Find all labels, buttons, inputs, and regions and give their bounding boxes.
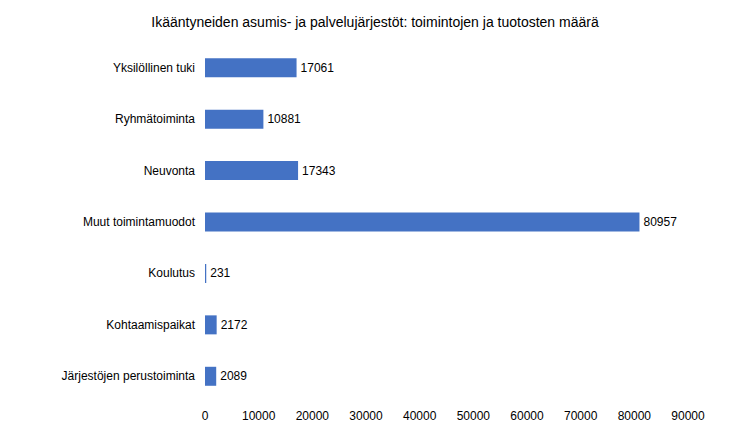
svg-text:10000: 10000 bbox=[242, 409, 276, 423]
svg-text:Muut toimintamuodot: Muut toimintamuodot bbox=[83, 215, 196, 229]
svg-text:Yksilöllinen tuki: Yksilöllinen tuki bbox=[113, 61, 195, 75]
svg-text:2089: 2089 bbox=[220, 369, 247, 383]
svg-text:Järjestöjen perustoiminta: Järjestöjen perustoiminta bbox=[62, 369, 196, 383]
svg-text:Koulutus: Koulutus bbox=[148, 266, 195, 280]
svg-text:Neuvonta: Neuvonta bbox=[144, 164, 196, 178]
svg-text:40000: 40000 bbox=[403, 409, 437, 423]
svg-text:50000: 50000 bbox=[457, 409, 491, 423]
svg-text:17061: 17061 bbox=[301, 61, 335, 75]
svg-text:90000: 90000 bbox=[671, 409, 705, 423]
svg-text:70000: 70000 bbox=[564, 409, 598, 423]
svg-text:17343: 17343 bbox=[302, 164, 336, 178]
svg-text:Ryhmätoiminta: Ryhmätoiminta bbox=[115, 112, 195, 126]
svg-text:2172: 2172 bbox=[221, 318, 248, 332]
svg-text:0: 0 bbox=[202, 409, 209, 423]
svg-text:10881: 10881 bbox=[267, 112, 301, 126]
svg-text:Kohtaamispaikat: Kohtaamispaikat bbox=[106, 318, 195, 332]
svg-text:30000: 30000 bbox=[349, 409, 383, 423]
svg-text:231: 231 bbox=[210, 266, 230, 280]
svg-text:80957: 80957 bbox=[643, 215, 677, 229]
svg-text:Ikääntyneiden asumis- ja palve: Ikääntyneiden asumis- ja palvelujärjestö… bbox=[151, 14, 599, 30]
svg-text:20000: 20000 bbox=[296, 409, 330, 423]
svg-text:60000: 60000 bbox=[510, 409, 544, 423]
svg-text:80000: 80000 bbox=[618, 409, 652, 423]
